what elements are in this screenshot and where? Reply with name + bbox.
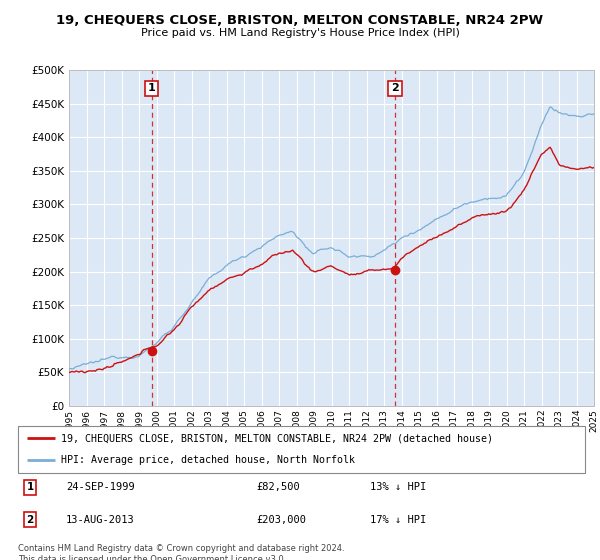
Text: 2: 2 xyxy=(26,515,34,525)
Text: 1: 1 xyxy=(148,83,155,94)
Text: HPI: Average price, detached house, North Norfolk: HPI: Average price, detached house, Nort… xyxy=(61,455,355,465)
Text: 17% ↓ HPI: 17% ↓ HPI xyxy=(370,515,426,525)
Text: 1: 1 xyxy=(26,482,34,492)
FancyBboxPatch shape xyxy=(18,426,585,473)
Text: 24-SEP-1999: 24-SEP-1999 xyxy=(66,482,135,492)
Text: 2: 2 xyxy=(391,83,399,94)
Text: 19, CHEQUERS CLOSE, BRISTON, MELTON CONSTABLE, NR24 2PW: 19, CHEQUERS CLOSE, BRISTON, MELTON CONS… xyxy=(56,14,544,27)
Text: 13% ↓ HPI: 13% ↓ HPI xyxy=(370,482,426,492)
Text: 13-AUG-2013: 13-AUG-2013 xyxy=(66,515,135,525)
Text: £203,000: £203,000 xyxy=(256,515,306,525)
Text: Contains HM Land Registry data © Crown copyright and database right 2024.
This d: Contains HM Land Registry data © Crown c… xyxy=(18,544,344,560)
Text: 19, CHEQUERS CLOSE, BRISTON, MELTON CONSTABLE, NR24 2PW (detached house): 19, CHEQUERS CLOSE, BRISTON, MELTON CONS… xyxy=(61,433,493,444)
Text: £82,500: £82,500 xyxy=(256,482,300,492)
Text: Price paid vs. HM Land Registry's House Price Index (HPI): Price paid vs. HM Land Registry's House … xyxy=(140,28,460,38)
